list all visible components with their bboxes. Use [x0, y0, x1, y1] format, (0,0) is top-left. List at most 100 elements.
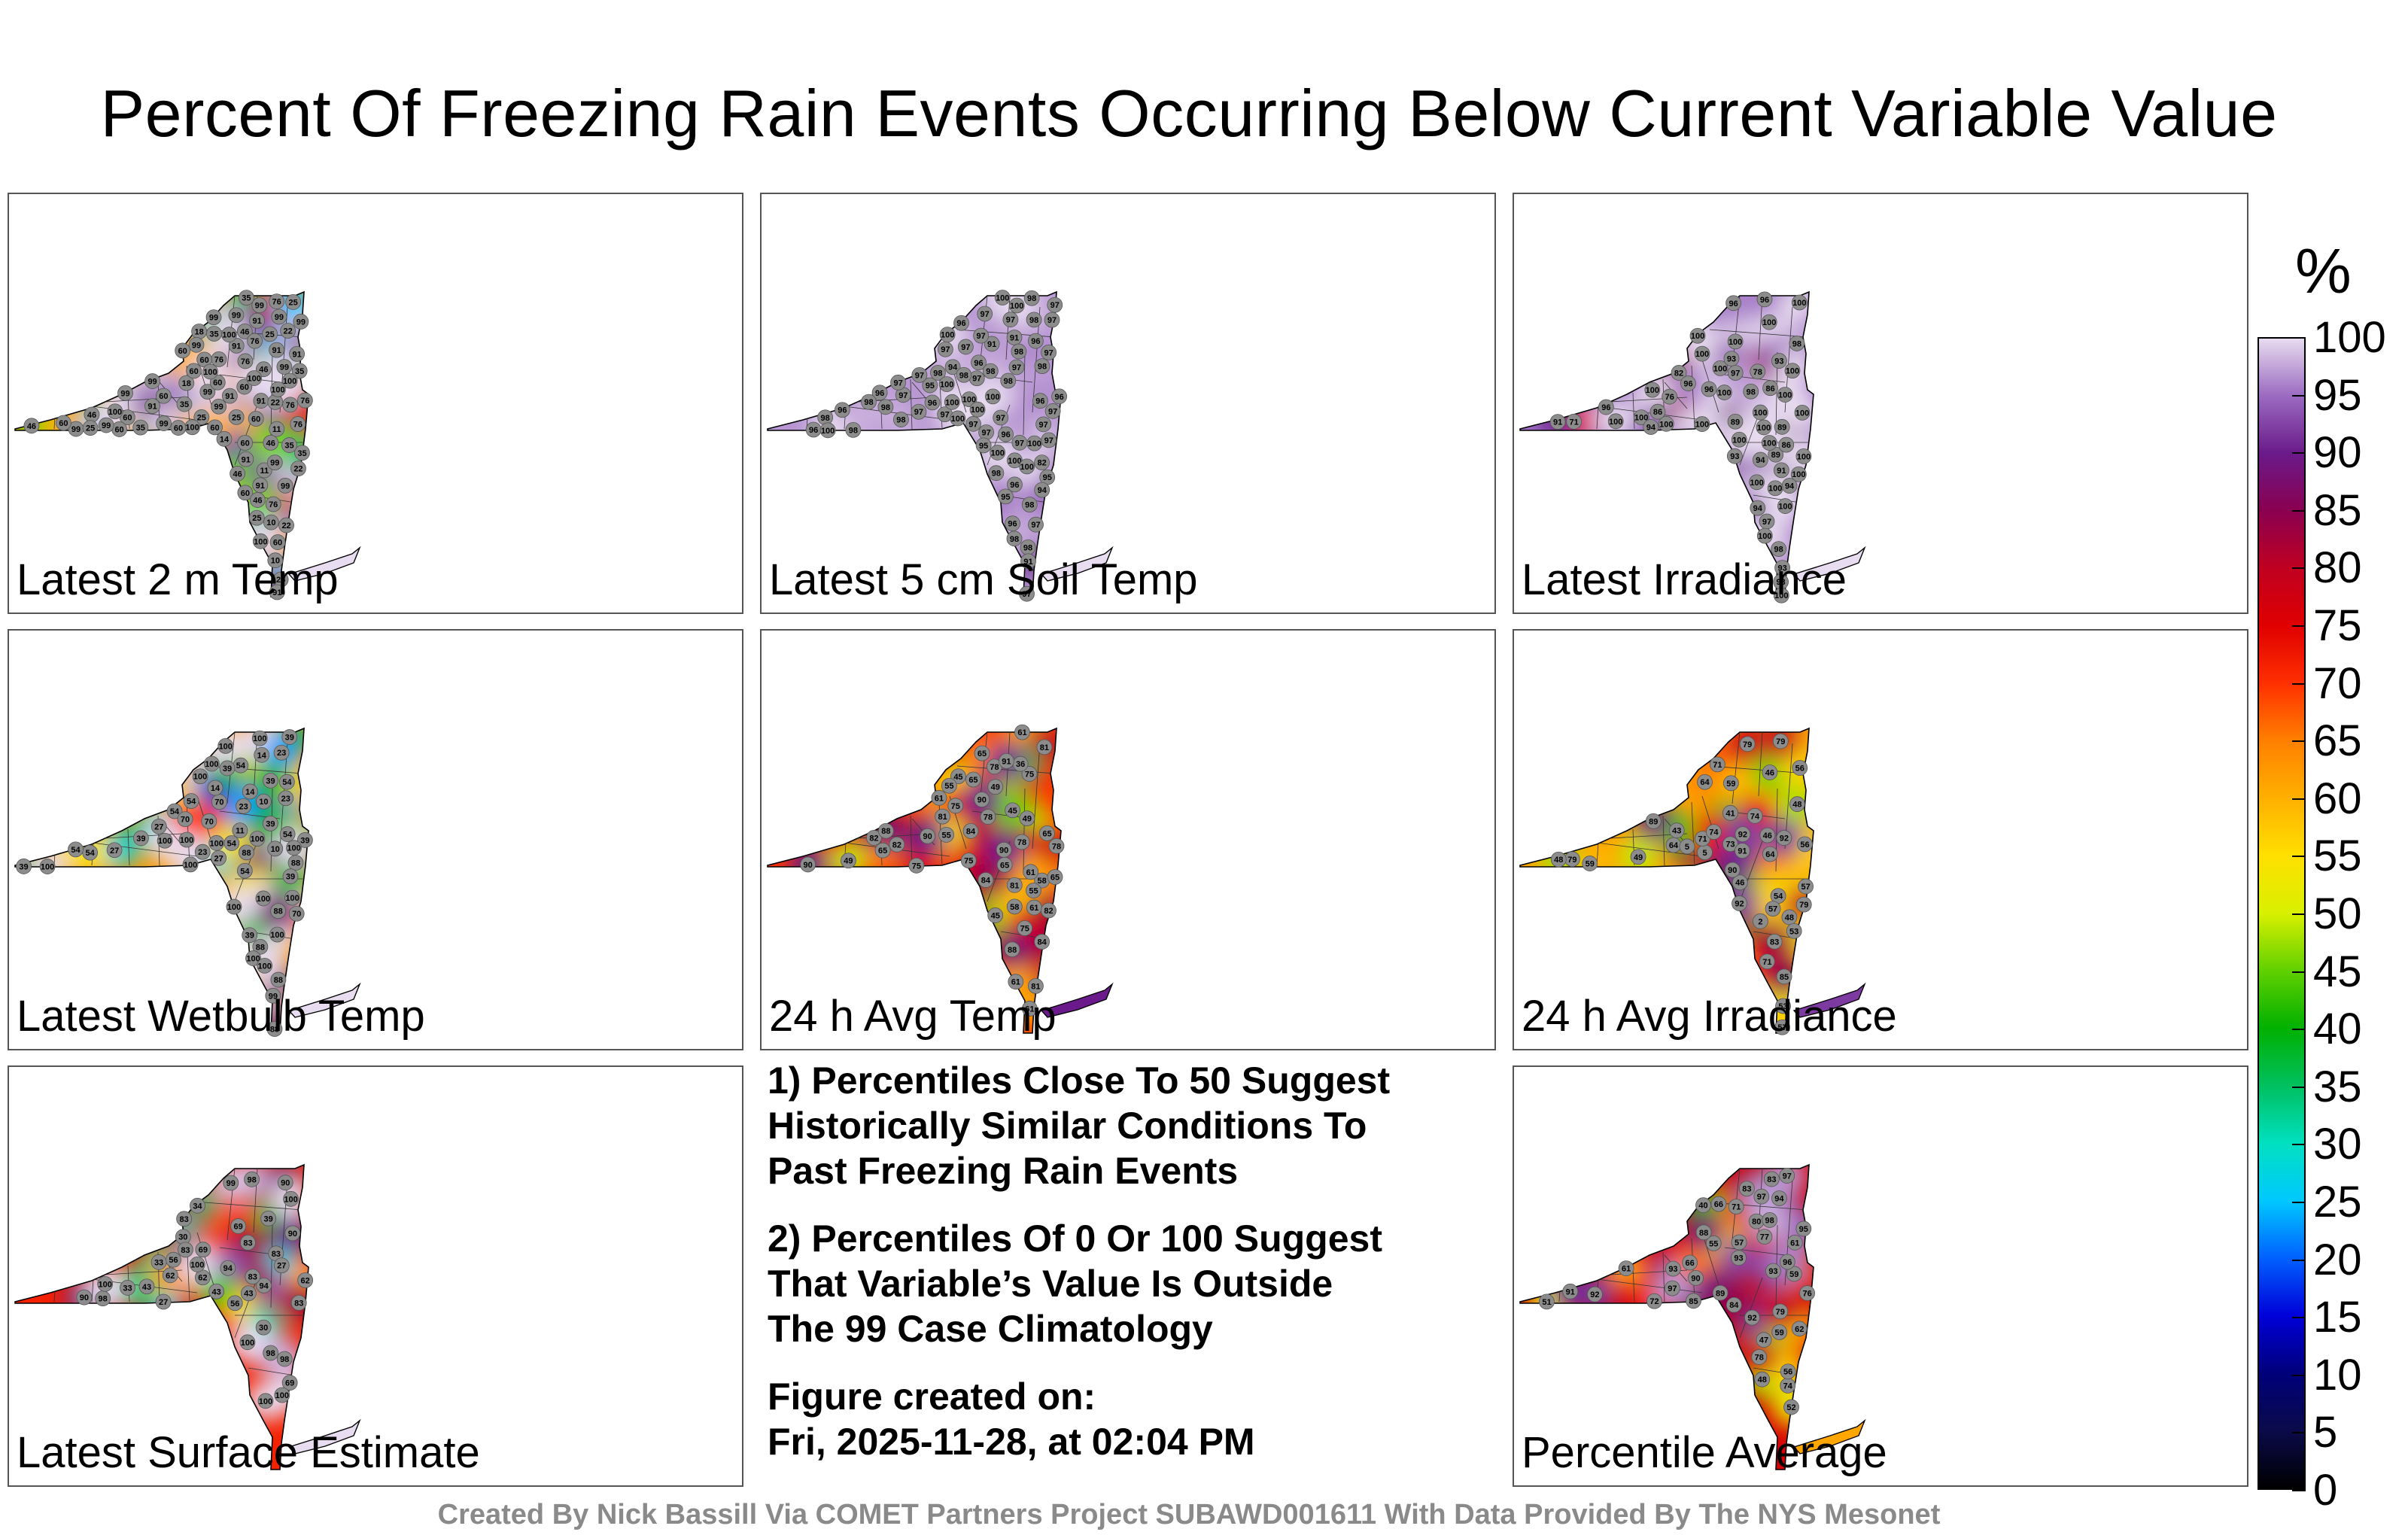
- station-value: 75: [1020, 925, 1029, 934]
- station-marker: 10: [267, 552, 284, 569]
- station-marker: 100: [274, 1387, 290, 1403]
- colorbar-tick-mark: [2292, 1086, 2306, 1088]
- station-marker: 25: [82, 420, 99, 436]
- station-value: 100: [1792, 470, 1805, 479]
- colorbar-tick-mark: [2292, 394, 2306, 397]
- station-value: 94: [1774, 1195, 1784, 1204]
- station-marker: 97: [1044, 312, 1060, 328]
- colorbar-tick-label: 90: [2313, 428, 2362, 478]
- station-value: 91: [1553, 418, 1562, 427]
- station-marker: 100: [257, 1393, 274, 1409]
- station-value: 91: [272, 346, 281, 355]
- station-value: 60: [210, 424, 219, 433]
- station-marker: 100: [208, 834, 225, 851]
- station-value: 5: [1685, 843, 1689, 852]
- county-border: [1691, 801, 1695, 866]
- station-marker: 76: [1662, 388, 1678, 405]
- station-value: 97: [1031, 521, 1040, 530]
- station-value: 62: [198, 1274, 207, 1283]
- station-marker: 72: [1646, 1293, 1662, 1309]
- station-value: 100: [1792, 299, 1806, 308]
- station-marker: 73: [1722, 836, 1738, 853]
- station-marker: 54: [223, 835, 240, 851]
- station-value: 94: [260, 1281, 269, 1290]
- station-marker: 96: [1756, 291, 1773, 308]
- station-marker: 65: [996, 856, 1013, 873]
- station-value: 54: [240, 867, 250, 876]
- station-marker: 79: [1564, 851, 1580, 868]
- station-value: 90: [804, 861, 813, 870]
- station-value: 98: [821, 414, 830, 423]
- station-value: 99: [71, 425, 81, 434]
- station-value: 97: [1044, 348, 1053, 357]
- colorbar-tick-mark: [2292, 1490, 2306, 1491]
- station-marker: 94: [1750, 500, 1766, 516]
- county-border: [979, 731, 988, 804]
- station-value: 99: [232, 312, 241, 321]
- station-value: 60: [123, 414, 132, 423]
- station-value: 100: [190, 1260, 204, 1269]
- station-value: 90: [281, 1179, 290, 1188]
- station-marker: 90: [277, 1175, 293, 1191]
- county-border: [1701, 1232, 1719, 1286]
- station-marker: 96: [1779, 1254, 1795, 1270]
- station-marker: 60: [248, 411, 264, 427]
- station-value: 100: [1695, 350, 1709, 359]
- station-value: 64: [1700, 778, 1710, 787]
- station-value: 60: [59, 419, 68, 428]
- station-marker: 30: [175, 1229, 191, 1245]
- station-value: 54: [170, 807, 180, 816]
- panel-24h-avg-temp: 75 61 61 81 81 65 58 49 45 49 65 61 61 65 49 55 75 84 82 78…: [760, 629, 1496, 1050]
- station-value: 60: [251, 415, 260, 424]
- station-value: 23: [277, 749, 286, 758]
- station-marker: 98: [1021, 497, 1038, 513]
- created-label: Figure created on:: [768, 1375, 1096, 1418]
- station-marker: 74: [1780, 1378, 1796, 1394]
- station-value: 91: [1738, 847, 1747, 856]
- station-marker: 100: [950, 410, 966, 427]
- station-marker: 39: [281, 729, 298, 745]
- station-marker: 88: [270, 971, 287, 988]
- station-marker: 98: [1743, 383, 1759, 400]
- station-marker: 14: [207, 780, 223, 796]
- station-marker: 55: [1705, 1235, 1722, 1251]
- station-marker: 97: [1047, 296, 1063, 313]
- station-value: 89: [1716, 1289, 1725, 1298]
- station-marker: 65: [974, 745, 990, 761]
- station-marker: 100: [990, 445, 1006, 460]
- colorbar-tick-label: 100: [2313, 313, 2386, 362]
- station-marker: 71: [1566, 413, 1583, 430]
- colorbar-tick-label: 0: [2313, 1466, 2338, 1515]
- station-value: 100: [1774, 591, 1788, 600]
- station-value: 46: [1735, 879, 1744, 888]
- station-marker: 14: [254, 746, 270, 763]
- station-value: 96: [1601, 403, 1610, 412]
- created-value: Fri, 2025-11-28, at 02:04 PM: [768, 1421, 1255, 1463]
- station-value: 90: [1728, 866, 1737, 875]
- station-value: 96: [1683, 380, 1692, 389]
- station-value: 56: [169, 1256, 178, 1265]
- station-value: 64: [1765, 850, 1775, 859]
- station-value: 51: [1542, 1298, 1551, 1307]
- station-marker: 70: [211, 794, 227, 810]
- station-marker: 65: [965, 771, 981, 788]
- county-border: [910, 815, 913, 868]
- station-value: 39: [136, 834, 145, 843]
- station-value: 99: [192, 341, 201, 350]
- station-marker: 91: [228, 337, 245, 354]
- station-marker: 55: [941, 777, 957, 794]
- station-value: 74: [1783, 1382, 1793, 1391]
- station-value: 97: [1006, 316, 1015, 325]
- station-value: 98: [1014, 348, 1023, 357]
- station-marker: 54: [278, 774, 295, 790]
- station-value: 78: [1017, 838, 1026, 847]
- station-value: 91: [257, 397, 266, 406]
- station-value: 91: [1023, 558, 1032, 567]
- station-marker: 100: [257, 957, 273, 974]
- station-marker: 53: [1786, 923, 1802, 939]
- long-island: [1792, 546, 1866, 582]
- station-value: 91: [987, 340, 996, 349]
- station-value: 45: [953, 773, 962, 782]
- station-value: 78: [1753, 368, 1762, 377]
- station-marker: 45: [987, 907, 1004, 923]
